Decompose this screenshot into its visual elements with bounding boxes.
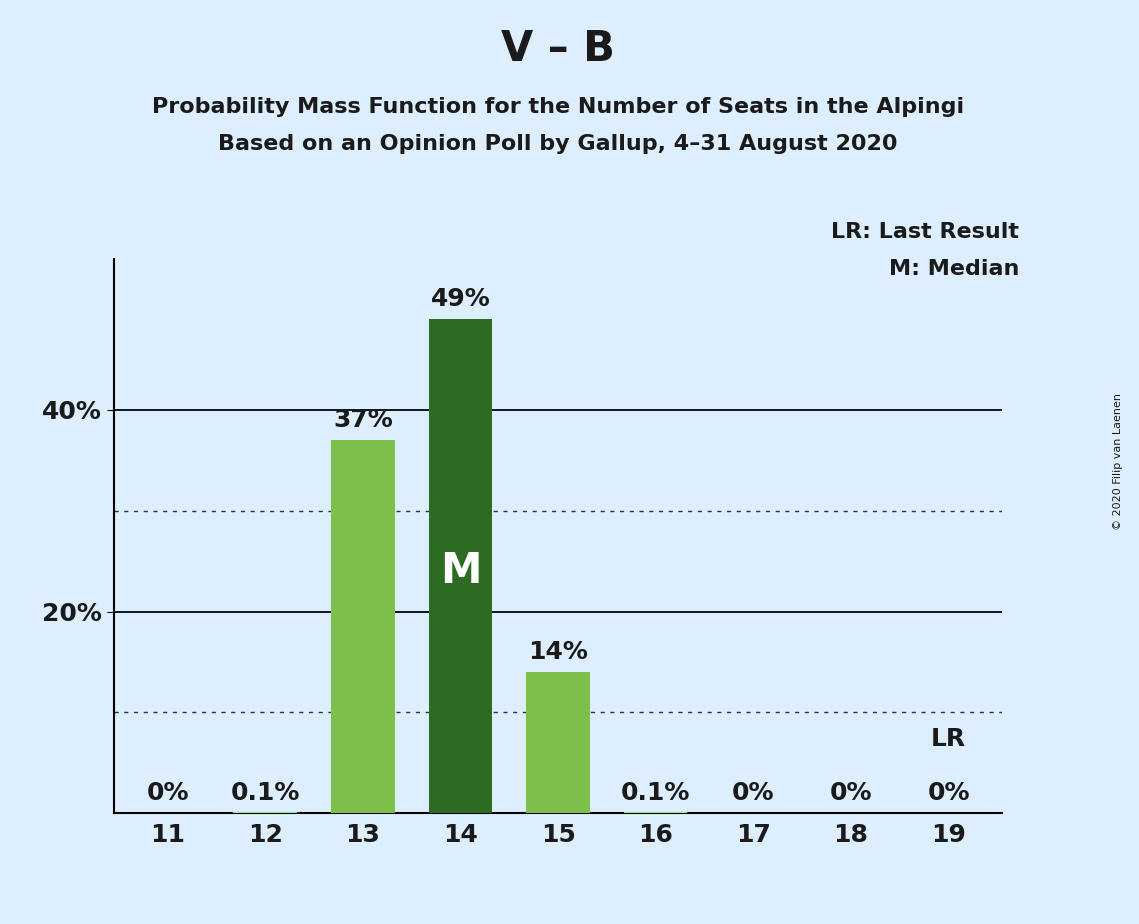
Bar [526, 672, 590, 813]
Text: M: Median: M: Median [890, 259, 1019, 279]
Text: 49%: 49% [431, 287, 491, 311]
Text: 0.1%: 0.1% [230, 781, 300, 805]
Text: Based on an Opinion Poll by Gallup, 4–31 August 2020: Based on an Opinion Poll by Gallup, 4–31… [219, 134, 898, 154]
Text: M: M [440, 550, 482, 592]
Text: 37%: 37% [333, 408, 393, 432]
Bar [428, 319, 492, 813]
Text: © 2020 Filip van Laenen: © 2020 Filip van Laenen [1114, 394, 1123, 530]
Text: 0%: 0% [732, 781, 775, 805]
Text: 0.1%: 0.1% [621, 781, 690, 805]
Text: 0%: 0% [927, 781, 970, 805]
Text: LR: LR [931, 726, 966, 750]
Bar [233, 812, 297, 813]
Text: 0%: 0% [146, 781, 189, 805]
Text: V – B: V – B [501, 28, 615, 69]
Text: LR: Last Result: LR: Last Result [831, 222, 1019, 242]
Text: 0%: 0% [829, 781, 872, 805]
Text: Probability Mass Function for the Number of Seats in the Alpingi: Probability Mass Function for the Number… [151, 97, 965, 117]
Text: 14%: 14% [528, 640, 588, 664]
Bar [331, 440, 394, 813]
Bar [624, 812, 688, 813]
